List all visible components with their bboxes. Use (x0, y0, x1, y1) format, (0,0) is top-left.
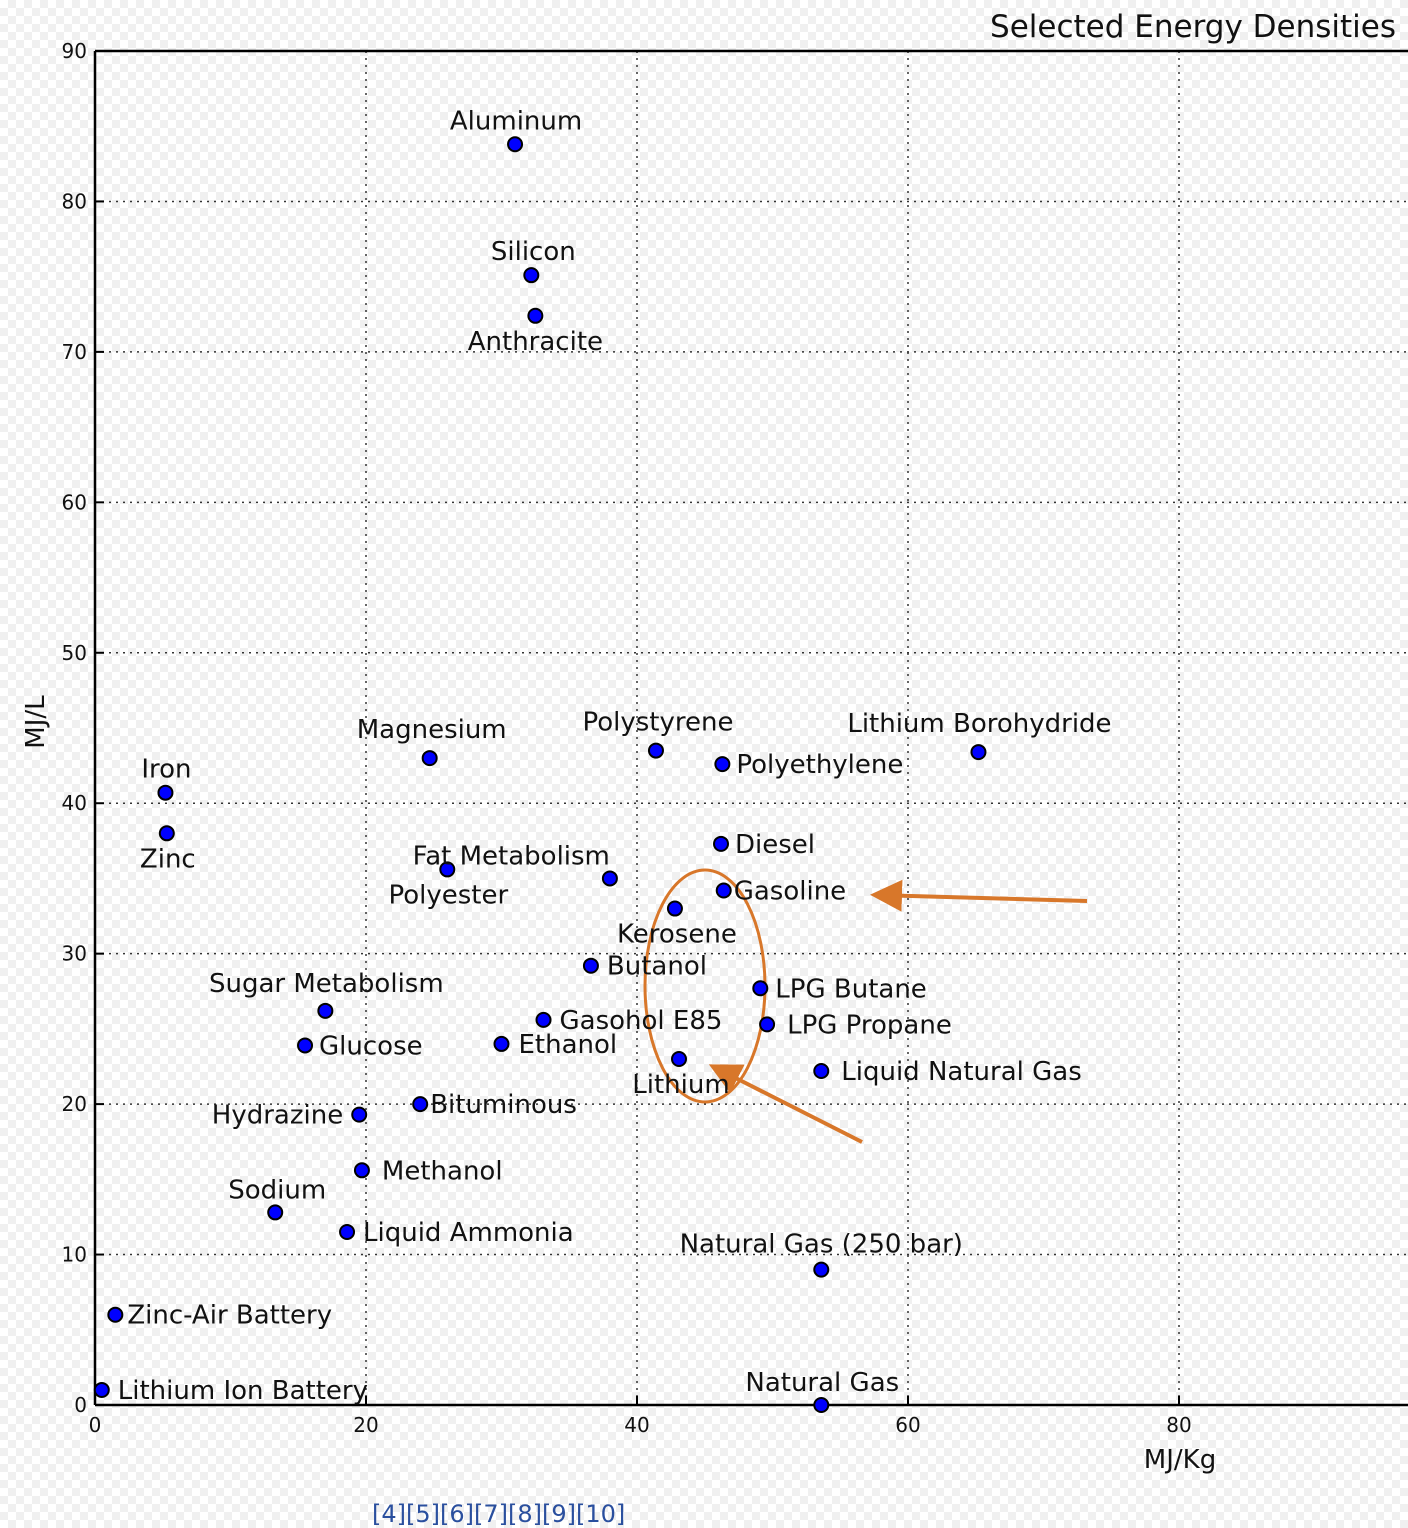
data-labels: Aluminum Silicon Anthracite Magnesium Polyst… (118, 106, 1112, 1406)
point-polyethylene (714, 756, 731, 773)
arrow-to-lithium (708, 1064, 863, 1144)
label-bituminous: Bituminous (430, 1090, 577, 1120)
label-ethanol: Ethanol (519, 1030, 618, 1060)
label-magnesium: Magnesium (357, 715, 507, 745)
point-magnesium (421, 750, 438, 767)
label-aluminum: Aluminum (450, 106, 582, 136)
x-tick-label: 20 (353, 1413, 378, 1437)
point-lpg-propane (759, 1016, 776, 1033)
x-tick-label: 0 (89, 1413, 102, 1437)
label-liquid-natural-gas: Liquid Natural Gas (841, 1057, 1081, 1087)
point-sodium (267, 1204, 284, 1221)
point-methanol (353, 1162, 370, 1179)
grid-lines (95, 51, 1408, 1405)
point-diesel (713, 835, 730, 852)
y-tick-label: 50 (62, 641, 87, 665)
label-natural-gas-250-bar: Natural Gas (250 bar) (680, 1230, 963, 1260)
point-natural-gas (813, 1397, 830, 1413)
point-lithium (671, 1050, 688, 1067)
label-polyester: Polyester (388, 880, 508, 910)
y-tick-label: 30 (62, 942, 87, 966)
point-liquid-ammonia (339, 1223, 356, 1240)
label-zinc: Zinc (140, 844, 196, 874)
axes (93, 49, 1408, 1407)
point-natural-gas-250-bar (813, 1261, 830, 1278)
label-lpg-propane: LPG Propane (787, 1010, 952, 1040)
label-polyethylene: Polyethylene (736, 750, 903, 780)
point-gasoline (715, 882, 732, 899)
reference-links[interactable]: [4][5][6][7][8][9][10] (372, 1500, 626, 1528)
label-diesel: Diesel (735, 830, 815, 860)
label-natural-gas: Natural Gas (745, 1368, 899, 1398)
point-ethanol (493, 1035, 510, 1052)
y-tick-label: 60 (62, 490, 87, 514)
label-fat-metabolism: Fat Metabolism (413, 841, 610, 871)
point-iron (157, 784, 174, 801)
point-zinc (158, 825, 175, 842)
point-glucose (297, 1037, 314, 1054)
label-lithium-borohydride: Lithium Borohydride (847, 709, 1111, 739)
y-axis-label: MJ/L (21, 695, 51, 749)
label-anthracite: Anthracite (468, 327, 603, 357)
label-lpg-butane: LPG Butane (775, 974, 927, 1004)
label-hydrazine: Hydrazine (212, 1101, 343, 1131)
label-lithium: Lithium (632, 1070, 729, 1100)
label-lithium-ion-battery: Lithium Ion Battery (118, 1376, 368, 1406)
label-iron: Iron (141, 755, 191, 785)
point-lithium-borohydride (970, 744, 987, 761)
label-gasoline: Gasoline (734, 876, 846, 906)
label-kerosene: Kerosene (617, 920, 737, 950)
point-butanol (582, 957, 599, 974)
point-anthracite (527, 307, 544, 324)
point-aluminum (507, 136, 524, 153)
label-zinc-air-battery: Zinc-Air Battery (127, 1301, 332, 1331)
point-liquid-natural-gas (813, 1063, 830, 1080)
x-tick-label: 40 (624, 1413, 649, 1437)
y-tick-label: 40 (62, 791, 87, 815)
label-methanol: Methanol (382, 1156, 503, 1186)
label-sodium: Sodium (228, 1175, 326, 1205)
label-sugar-metabolism: Sugar Metabolism (209, 969, 444, 999)
y-tick-label: 90 (62, 39, 87, 63)
point-zinc-air-battery (107, 1306, 124, 1323)
y-tick-label: 10 (62, 1243, 87, 1267)
label-polystyrene: Polystyrene (582, 708, 733, 738)
label-liquid-ammonia: Liquid Ammonia (363, 1218, 574, 1248)
point-sugar-metabolism (317, 1002, 334, 1019)
x-tick-label: 60 (895, 1413, 920, 1437)
data-points (93, 136, 987, 1413)
chart-title: Selected Energy Densities (990, 9, 1396, 45)
point-lithium-ion-battery (93, 1381, 110, 1398)
point-hydrazine (351, 1106, 368, 1123)
y-tick-label: 0 (74, 1393, 87, 1417)
point-polyester (439, 861, 456, 878)
point-bituminous (412, 1096, 429, 1113)
y-tick-label: 70 (62, 340, 87, 364)
y-tick-label: 20 (62, 1092, 87, 1116)
x-axis-label: MJ/Kg (1144, 1445, 1216, 1475)
tick-labels: 0 10 20 30 40 50 60 70 80 90 0 20 40 60 80 (62, 39, 1192, 1437)
label-butanol: Butanol (607, 952, 707, 982)
label-silicon: Silicon (491, 237, 576, 267)
arrow-to-gasoline (870, 879, 1088, 912)
label-gasohol-e85: Gasohol E85 (560, 1006, 723, 1036)
point-gasohol-e85 (535, 1011, 552, 1028)
point-kerosene (666, 900, 683, 917)
point-polystyrene (647, 742, 664, 759)
y-tick-label: 80 (62, 189, 87, 213)
x-tick-label: 80 (1166, 1413, 1191, 1437)
label-glucose: Glucose (319, 1031, 423, 1061)
point-fat-metabolism (601, 870, 618, 887)
point-silicon (523, 267, 540, 284)
point-lpg-butane (752, 980, 769, 997)
